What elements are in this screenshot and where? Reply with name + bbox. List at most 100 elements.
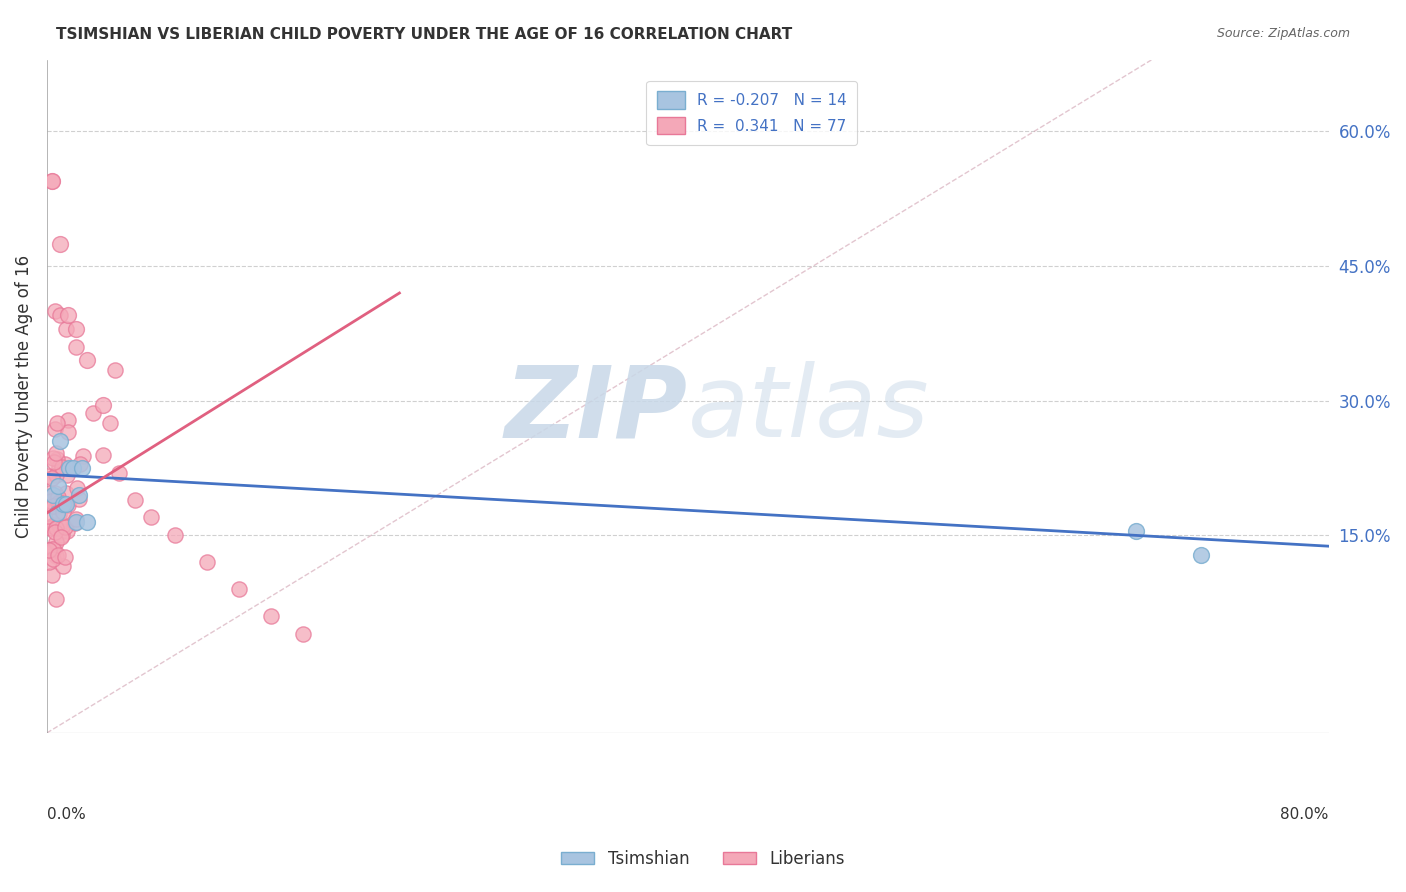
Point <box>42 542 65 557</box>
Point <box>56 524 79 539</box>
Point <box>44 422 66 436</box>
Text: Source: ZipAtlas.com: Source: ZipAtlas.com <box>1216 27 1350 40</box>
Point <box>48 434 70 449</box>
Legend: Tsimshian, Liberians: Tsimshian, Liberians <box>554 844 852 875</box>
Point <box>45 521 67 535</box>
Y-axis label: Child Poverty Under the Age of 16: Child Poverty Under the Age of 16 <box>15 255 32 538</box>
Text: 0.0%: 0.0% <box>46 807 86 822</box>
Point <box>45 549 67 563</box>
Point <box>1189 548 1212 562</box>
Point <box>42 541 65 556</box>
Point <box>58 413 80 427</box>
Point <box>48 309 70 323</box>
Point <box>108 466 131 480</box>
Point <box>51 496 73 510</box>
Point <box>228 582 250 597</box>
Point <box>124 492 146 507</box>
Point <box>48 507 70 521</box>
Point <box>65 340 87 354</box>
Point <box>39 541 62 556</box>
Point <box>52 505 75 519</box>
Point <box>165 528 187 542</box>
Point <box>53 499 76 513</box>
Point <box>42 488 65 502</box>
Point <box>46 452 69 467</box>
Point <box>45 592 67 607</box>
Point <box>67 491 90 506</box>
Point <box>56 498 79 512</box>
Point <box>70 461 93 475</box>
Point <box>39 485 62 500</box>
Point <box>49 530 72 544</box>
Point <box>91 448 114 462</box>
Point <box>1125 524 1147 538</box>
Point <box>48 499 70 513</box>
Point <box>45 500 67 514</box>
Point <box>72 449 94 463</box>
Point <box>44 304 66 318</box>
Point <box>42 518 65 533</box>
Point <box>52 497 75 511</box>
Point <box>45 467 67 482</box>
Point <box>46 479 69 493</box>
Text: TSIMSHIAN VS LIBERIAN CHILD POVERTY UNDER THE AGE OF 16 CORRELATION CHART: TSIMSHIAN VS LIBERIAN CHILD POVERTY UNDE… <box>56 27 793 42</box>
Point <box>41 174 63 188</box>
Point <box>48 460 70 475</box>
Point <box>69 457 91 471</box>
Text: atlas: atlas <box>688 361 929 458</box>
Point <box>63 516 86 530</box>
Point <box>44 524 66 539</box>
Point <box>48 524 70 539</box>
Point <box>52 498 75 512</box>
Point <box>82 406 104 420</box>
Point <box>76 515 98 529</box>
Point <box>139 510 162 524</box>
Point <box>46 491 69 505</box>
Point <box>42 552 65 566</box>
Point <box>65 322 87 336</box>
Point <box>44 445 66 459</box>
Point <box>260 609 283 624</box>
Point <box>55 497 77 511</box>
Legend: R = -0.207   N = 14, R =  0.341   N = 77: R = -0.207 N = 14, R = 0.341 N = 77 <box>647 80 858 145</box>
Point <box>41 499 63 513</box>
Point <box>41 174 63 188</box>
Point <box>67 488 90 502</box>
Point <box>55 486 77 500</box>
Point <box>38 542 60 557</box>
Point <box>38 555 60 569</box>
Point <box>52 518 75 533</box>
Point <box>46 548 69 562</box>
Point <box>292 627 315 641</box>
Point <box>58 461 80 475</box>
Point <box>98 416 121 430</box>
Point <box>39 494 62 508</box>
Point <box>55 457 77 471</box>
Point <box>42 455 65 469</box>
Point <box>41 568 63 582</box>
Point <box>37 508 59 523</box>
Text: 80.0%: 80.0% <box>1281 807 1329 822</box>
Text: ZIP: ZIP <box>505 361 688 458</box>
Point <box>37 469 59 483</box>
Point <box>56 309 79 323</box>
Point <box>45 534 67 549</box>
Point <box>76 353 98 368</box>
Point <box>91 398 114 412</box>
Point <box>51 528 73 542</box>
Point <box>48 518 70 533</box>
Point <box>42 451 65 466</box>
Point <box>41 518 63 533</box>
Point <box>51 558 73 573</box>
Point <box>45 506 67 520</box>
Point <box>104 363 127 377</box>
Point <box>53 549 76 564</box>
Point <box>46 495 69 509</box>
Point <box>195 555 218 569</box>
Point <box>41 471 63 485</box>
Point <box>66 481 89 495</box>
Point <box>39 521 62 535</box>
Point <box>65 515 87 529</box>
Point <box>53 520 76 534</box>
Point <box>55 322 77 336</box>
